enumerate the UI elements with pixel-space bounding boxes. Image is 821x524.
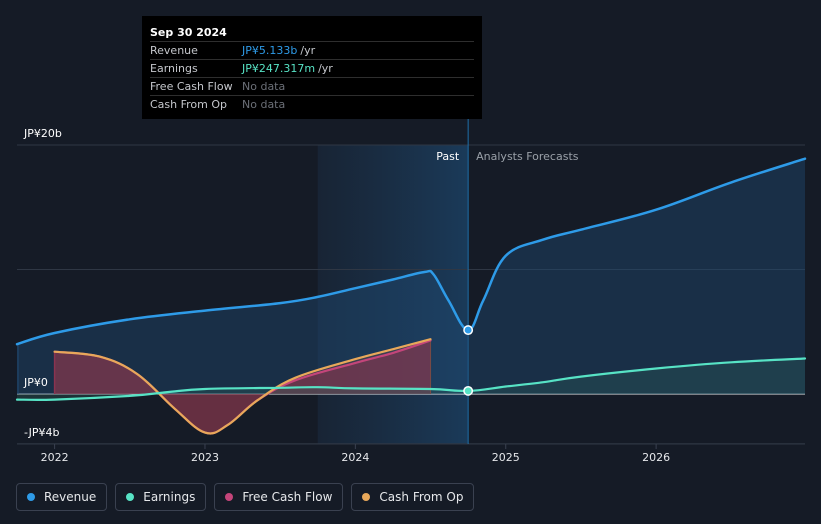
- tooltip-label: Free Cash Flow: [150, 80, 233, 93]
- earnings-line: [15, 357, 807, 402]
- revenue-legend-dot-icon: [27, 493, 35, 501]
- x-tick-label: 2024: [341, 451, 369, 464]
- tooltip-value: No data: [242, 80, 286, 93]
- tooltip: Sep 30 2024 Revenue JP¥5.133b /yr Earnin…: [142, 16, 482, 119]
- legend-item-cash-from-op[interactable]: Cash From Op: [351, 483, 475, 511]
- tooltip-unit: /yr: [300, 44, 316, 57]
- x-tick-label: 2023: [191, 451, 219, 464]
- tooltip-value: JP¥5.133b: [242, 44, 298, 57]
- tooltip-row-cash-from-op: Cash From Op No data: [150, 95, 474, 113]
- tooltip-value: No data: [242, 98, 286, 111]
- legend-item-free-cash-flow[interactable]: Free Cash Flow: [214, 483, 344, 511]
- legend-label: Free Cash Flow: [242, 490, 333, 504]
- y-tick-label: JP¥0: [23, 376, 48, 389]
- tooltip-row-revenue: Revenue JP¥5.133b /yr: [150, 41, 474, 59]
- y-tick-label: JP¥20b: [23, 127, 62, 140]
- cash-from-op-line: [53, 338, 432, 435]
- tooltip-row-free-cash-flow: Free Cash Flow No data: [150, 77, 474, 95]
- legend-label: Revenue: [44, 490, 97, 504]
- revenue-marker: [463, 325, 474, 336]
- legend-item-revenue[interactable]: Revenue: [16, 483, 108, 511]
- tooltip-label: Cash From Op: [150, 98, 228, 111]
- cash-from-op-legend-dot-icon: [362, 493, 371, 501]
- legend: Revenue Earnings Free Cash Flow Cash Fro…: [16, 483, 475, 511]
- legend-label: Earnings: [143, 490, 196, 504]
- free-cash-flow-legend-dot-icon: [225, 493, 234, 501]
- forecast-label: Analysts Forecasts: [476, 150, 579, 163]
- y-tick-label: -JP¥4b: [24, 426, 59, 439]
- legend-item-earnings[interactable]: Earnings: [115, 483, 207, 511]
- tooltip-row-earnings: Earnings JP¥247.317m /yr: [150, 59, 474, 77]
- free-cash-flow-area: [54, 340, 431, 434]
- x-tick-label: 2022: [41, 451, 69, 464]
- earnings-legend-dot-icon: [126, 493, 135, 501]
- legend-label: Cash From Op: [379, 490, 464, 504]
- past-label: Past: [436, 150, 460, 163]
- tooltip-label: Revenue: [150, 44, 198, 57]
- revenue-area: [17, 158, 805, 394]
- tooltip-value: JP¥247.317m: [242, 62, 316, 75]
- tooltip-date: Sep 30 2024: [150, 26, 227, 39]
- revenue-line: [15, 157, 807, 346]
- tooltip-label: Earnings: [150, 62, 198, 75]
- x-tick-label: 2026: [642, 451, 670, 464]
- x-tick-label: 2025: [492, 451, 520, 464]
- earnings-marker: [463, 385, 474, 396]
- tooltip-unit: /yr: [318, 62, 333, 75]
